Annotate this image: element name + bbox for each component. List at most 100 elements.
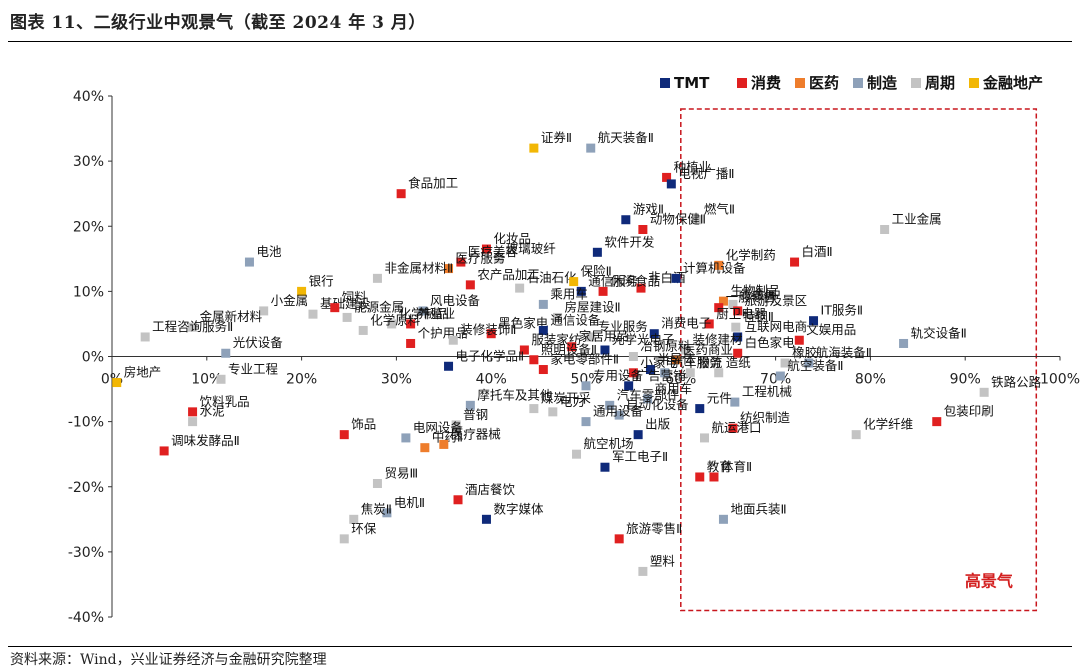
point-label: 水泥 [200, 404, 225, 419]
data-point [406, 338, 416, 348]
y-tick-label: 30% [73, 154, 104, 170]
data-point [733, 348, 743, 358]
data-point [695, 472, 705, 482]
data-point [481, 514, 491, 524]
data-point [244, 257, 254, 267]
point-label: 游戏Ⅱ [633, 202, 664, 217]
point-label: 医疗器械 [451, 426, 502, 441]
point-label: 特钢Ⅱ [743, 309, 774, 324]
point-label: 种植业 [674, 159, 712, 174]
point-label: 证券Ⅱ [541, 130, 572, 145]
data-point [382, 508, 392, 518]
point-label: 燃气Ⅱ [704, 202, 735, 217]
point-label: 保险Ⅱ [581, 264, 612, 279]
data-point [600, 462, 610, 472]
data-point [529, 355, 539, 365]
data-point [600, 345, 610, 355]
point-label: 化学原料 [370, 312, 421, 327]
data-point [456, 257, 466, 267]
legend-entry: TMT [674, 74, 710, 92]
point-label: 化学制品 [399, 306, 449, 321]
data-point [605, 400, 615, 410]
point-label: 装修装饰Ⅱ [460, 322, 516, 337]
point-label: 银行 [309, 273, 334, 288]
data-point [538, 299, 548, 309]
point-label: 风电设备 [430, 293, 481, 308]
point-label: 饲料 [342, 290, 368, 305]
data-point [733, 306, 743, 316]
point-label: 航空装备Ⅱ [787, 358, 843, 373]
data-point [349, 514, 359, 524]
point-label: 物流 [697, 355, 723, 370]
point-label: 通信设备 [550, 312, 601, 327]
data-point [387, 319, 397, 329]
y-tick-label: 0% [82, 350, 104, 366]
point-label: 专业服务 [598, 319, 648, 334]
data-point [548, 407, 558, 417]
point-label: 通信服务 [588, 273, 638, 288]
point-label: 小金属 [271, 293, 309, 308]
legend-entry: 金融地产 [982, 74, 1043, 92]
point-label: 白酒Ⅱ [802, 244, 833, 259]
point-label: 软件开发 [604, 234, 655, 249]
data-point [420, 443, 430, 453]
data-point [880, 225, 890, 235]
point-label: 专用设备 [593, 368, 644, 383]
data-point [569, 277, 579, 287]
data-point [401, 433, 411, 443]
point-label: 饰品 [351, 417, 376, 432]
point-label: 专业工程 [228, 361, 279, 376]
data-point [932, 417, 942, 427]
point-label: 房地产 [124, 365, 162, 380]
data-point [638, 566, 648, 576]
data-point [671, 273, 681, 283]
point-label: 工程咨询服务Ⅱ [152, 319, 233, 334]
y-tick-label: -30% [68, 545, 104, 561]
point-label: 酒店餐饮 [465, 482, 516, 497]
point-label: 摩托车及其他 [477, 387, 553, 402]
data-point [576, 286, 586, 296]
point-label: 教育 [707, 459, 732, 474]
legend-swatch [911, 78, 921, 88]
data-point [979, 387, 989, 397]
point-label: 光伏设备 [233, 335, 284, 350]
point-label: 电网设备 [413, 420, 464, 435]
data-point [112, 378, 122, 388]
legend-swatch [660, 78, 670, 88]
legend-entry: 消费 [751, 74, 781, 92]
data-point [681, 345, 691, 355]
x-tick-label: 10% [191, 372, 222, 388]
point-label: 地面兵装Ⅱ [730, 501, 786, 516]
x-tick-label: 80% [855, 372, 886, 388]
x-tick-label: 90% [950, 372, 981, 388]
point-label: 普钢 [463, 407, 488, 422]
point-label: 黑色家电 [498, 316, 549, 331]
data-point [216, 374, 226, 384]
data-point [851, 430, 861, 440]
point-label: 光学光电子 [612, 332, 675, 347]
point-label: 贵金属 [740, 286, 778, 301]
legend-swatch [737, 78, 747, 88]
data-point [714, 260, 724, 270]
point-label: 数字媒体 [493, 501, 544, 516]
data-point [714, 303, 724, 313]
point-label: 动物保健Ⅱ [650, 212, 706, 227]
point-label: 广告营销 [636, 368, 686, 383]
data-point [685, 368, 695, 378]
data-point [592, 247, 602, 257]
data-point [342, 312, 352, 322]
data-point [572, 449, 582, 459]
data-point [515, 283, 525, 293]
point-label: 军工电子Ⅱ [612, 449, 668, 464]
point-label: 轨交设备Ⅱ [911, 325, 967, 340]
point-label: 旅游及景区 [745, 293, 808, 308]
point-label: 煤炭开采 [541, 391, 592, 406]
data-point [700, 433, 709, 443]
point-label: 能源金属 [354, 299, 404, 314]
point-label: 调味发酵品Ⅱ [171, 433, 240, 448]
point-label: 生物制品 [730, 283, 780, 298]
data-point [718, 514, 728, 524]
data-point [643, 394, 653, 404]
x-tick-label: 20% [286, 372, 317, 388]
point-label: 元件 [707, 391, 732, 406]
